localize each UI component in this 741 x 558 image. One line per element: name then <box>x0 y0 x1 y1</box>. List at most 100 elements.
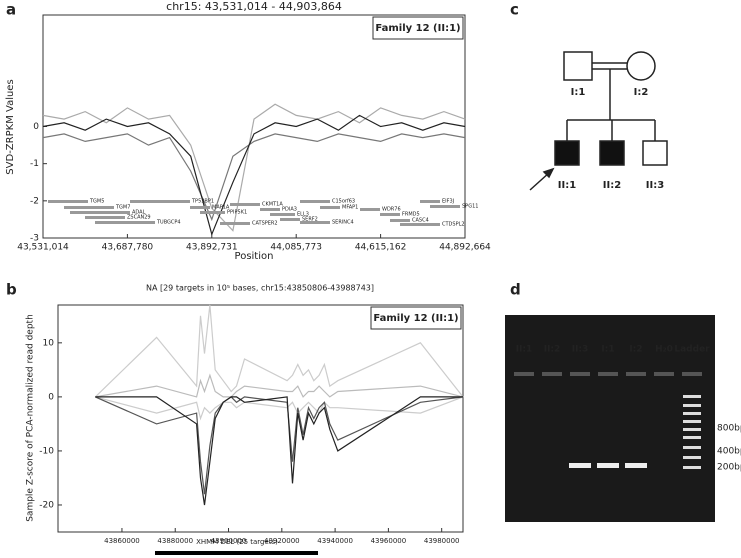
ladder-band <box>683 395 701 398</box>
x-tick-label: 43,531,014 <box>17 243 69 253</box>
pedigree <box>529 51 668 191</box>
pedigree-label: I:1 <box>571 87 586 98</box>
annotation: Family 12 (II:1) <box>375 23 460 34</box>
series-line <box>42 103 466 232</box>
y-tick-label: -20 <box>39 500 54 510</box>
gene-label: WDR76 <box>382 207 401 213</box>
gene-label: C15orf63 <box>332 199 355 205</box>
gel-lanes: II:1 II:2 II:3 I:1 I:2 H₂0 Ladder <box>514 345 710 469</box>
x-tick-label: 43900000 <box>211 537 247 545</box>
unaffected-male <box>642 140 668 166</box>
x-tick-label: 43,892,731 <box>186 243 238 253</box>
ladder-band <box>683 420 701 423</box>
y-axis-label: Sample Z-score of PCA-normalized read de… <box>26 314 36 522</box>
plot-frame <box>57 304 464 533</box>
y-tick-label: -1 <box>30 159 39 169</box>
band <box>569 463 591 468</box>
well <box>626 372 646 376</box>
y-tick-label: 10 <box>43 338 55 348</box>
chart-title: chr15: 43,531,014 - 44,903,864 <box>166 0 342 13</box>
x-tick-label: 43980000 <box>424 537 460 545</box>
gene-label: CATSPER2 <box>252 221 278 227</box>
well <box>654 372 674 376</box>
x-tick-label: 43880000 <box>157 537 193 545</box>
gene-label: TGM7 <box>115 205 130 211</box>
series-line <box>42 133 466 222</box>
gene-bar <box>230 203 260 206</box>
x-tick-label: 44,615,162 <box>355 243 407 253</box>
affected-male <box>554 140 580 166</box>
plot: -3 -2 -1 0 43,531,014 43,687,780 43,892,731 44,… <box>17 14 491 253</box>
band <box>625 463 647 468</box>
well <box>598 372 618 376</box>
gene-bar <box>85 216 125 219</box>
gene-bar <box>300 200 330 203</box>
y-tick-label: 0 <box>48 392 54 402</box>
ladder-band <box>683 428 701 431</box>
female <box>626 51 656 81</box>
gene-bar <box>64 206 114 209</box>
panel-letter: d <box>510 281 521 299</box>
gene-bar <box>380 213 400 216</box>
y-tick-label: -10 <box>39 446 54 456</box>
well <box>514 372 534 376</box>
lane-label: Ladder <box>674 345 710 355</box>
gene-label: CASC4 <box>412 218 429 224</box>
series-line <box>94 304 464 398</box>
gene-bar <box>400 223 440 226</box>
lane-label: I:1 <box>601 345 614 355</box>
series-line <box>95 396 463 506</box>
plot: -20 -10 0 10 43860000 43880000 43900000 4392000… <box>39 304 464 545</box>
ladder-band <box>683 446 701 449</box>
pedigree-label: II:2 <box>603 180 621 191</box>
gene-bar <box>300 221 330 224</box>
x-tick-label: 43960000 <box>371 537 407 545</box>
x-axis-label: Position <box>235 251 274 262</box>
gene-label: TP53BP1 <box>191 199 214 205</box>
ladder-band <box>683 436 701 439</box>
gene-bar <box>95 221 155 224</box>
lane-label: H₂0 <box>655 345 673 355</box>
well <box>682 372 702 376</box>
panel-letter: a <box>6 1 16 19</box>
pedigree-label: II:1 <box>558 180 576 191</box>
gene-bar <box>70 211 130 214</box>
annotation-box <box>372 16 464 40</box>
x-tick-label: 43940000 <box>317 537 353 545</box>
gene-bar <box>270 213 295 216</box>
gene-bar <box>130 200 190 203</box>
pedigree-label: II:3 <box>646 180 664 191</box>
x-tick-label: 44,892,664 <box>439 243 491 253</box>
series-line <box>95 373 464 398</box>
gene-label: EIF3J <box>442 199 454 205</box>
lane-label: I:2 <box>629 345 642 355</box>
well <box>542 372 562 376</box>
gene-bar <box>360 208 380 211</box>
band <box>597 463 619 468</box>
annotation: Family 12 (II:1) <box>373 313 458 324</box>
ladder-band <box>683 404 701 407</box>
gene-label: CTDSPL2 <box>442 222 465 228</box>
gene-bar <box>48 200 88 203</box>
gene-label: SPG11 <box>462 204 478 210</box>
series-line <box>42 114 466 237</box>
gene-label: SERINC4 <box>332 220 354 226</box>
ladder-band <box>683 456 701 459</box>
gene-bar <box>190 206 210 209</box>
y-tick-label: -2 <box>30 196 39 206</box>
gene-bar <box>320 206 340 209</box>
size-label: 400bp <box>717 447 741 457</box>
gene-label: ADAL <box>132 210 146 216</box>
gel-image <box>505 315 715 522</box>
lane-label: II:2 <box>544 345 561 355</box>
x-tick-label: 43920000 <box>264 537 300 545</box>
well <box>570 372 590 376</box>
lane-label: II:1 <box>516 345 533 355</box>
size-label: 800bp <box>717 424 741 434</box>
gene-label: MAP1A <box>212 205 230 211</box>
panel-letter: b <box>6 281 17 299</box>
gene-bar <box>390 219 410 222</box>
arrow-head <box>542 167 555 179</box>
plot-frame <box>42 14 466 239</box>
